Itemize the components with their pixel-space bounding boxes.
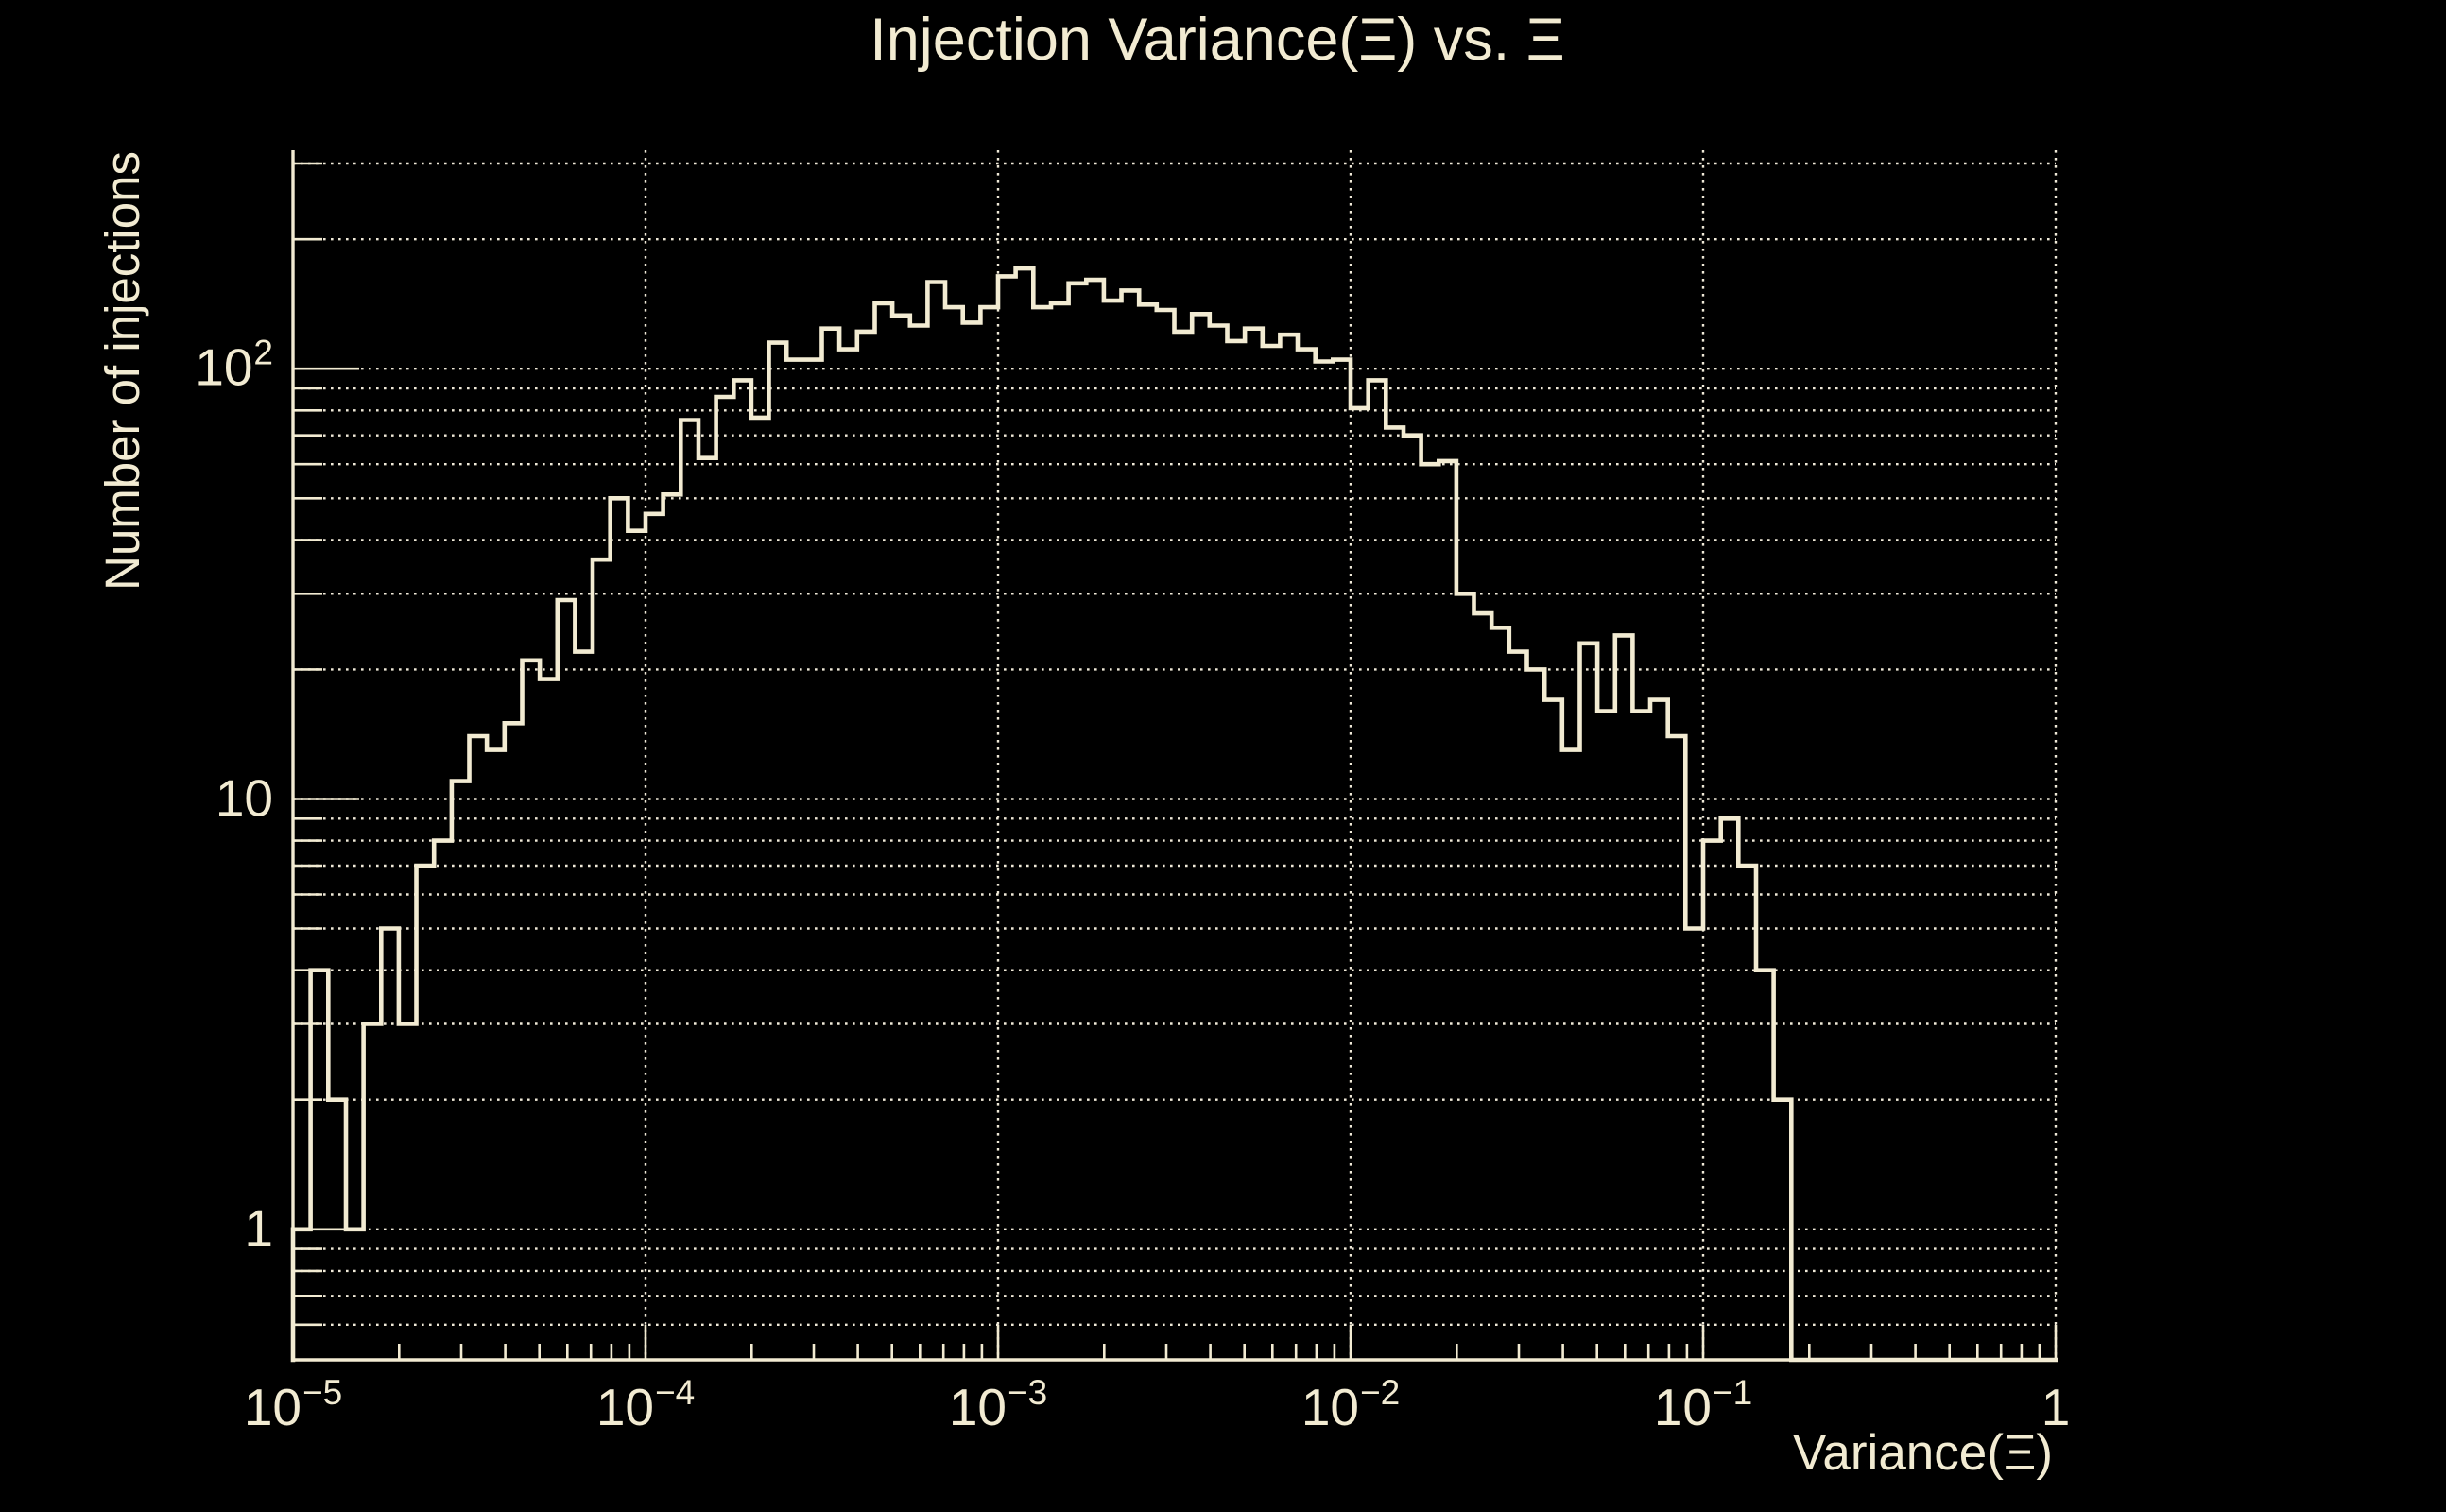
y-tick-label: 102 xyxy=(195,333,273,397)
x-tick-label: 10−2 xyxy=(1301,1373,1401,1436)
gridlines xyxy=(293,150,2058,1360)
x-axis-title: Variance(Ξ) xyxy=(1793,1425,2053,1481)
x-tick-label: 10−4 xyxy=(595,1373,696,1436)
x-tick-exponent: −5 xyxy=(302,1373,343,1412)
x-tick-exponent: −4 xyxy=(655,1373,696,1412)
y-tick-exponent: 2 xyxy=(253,333,273,372)
x-tick-label: 10−1 xyxy=(1653,1373,1753,1436)
x-tick-label: 10−5 xyxy=(243,1373,343,1436)
y-tick-label: 10 xyxy=(215,767,273,827)
axis-ticks xyxy=(293,162,2058,1360)
y-tick-label: 1 xyxy=(244,1198,273,1258)
x-tick-label: 10−3 xyxy=(948,1373,1048,1436)
x-tick-exponent: −1 xyxy=(1713,1373,1753,1412)
x-tick-label: 1 xyxy=(2041,1378,2071,1436)
chart-title: Injection Variance(Ξ) vs. Ξ xyxy=(870,7,1565,73)
histogram-outline xyxy=(290,266,2058,1363)
x-tick-exponent: −3 xyxy=(1008,1373,1048,1412)
x-tick-exponent: −2 xyxy=(1360,1373,1401,1412)
